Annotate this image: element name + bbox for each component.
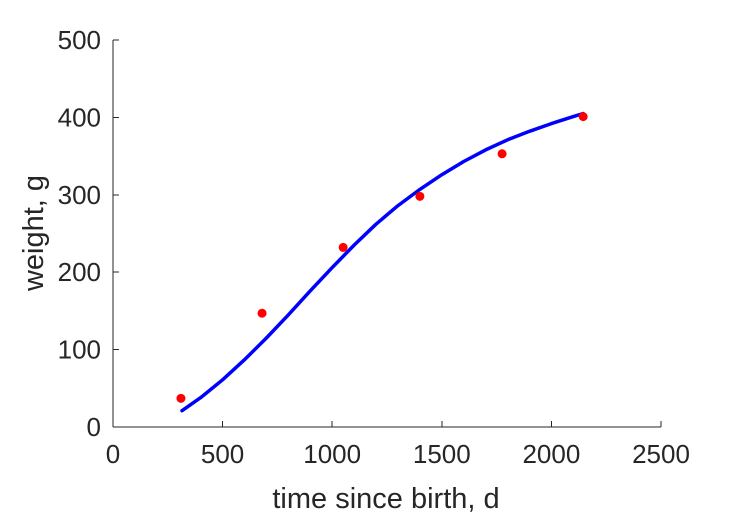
y-tick-label: 200 <box>58 257 101 287</box>
x-axis-label: time since birth, d <box>272 483 499 515</box>
y-tick-label: 0 <box>87 412 101 442</box>
x-tick-label: 1000 <box>303 439 361 469</box>
y-axis-label: weight, g <box>18 175 50 292</box>
data-point <box>176 393 186 403</box>
y-tick-label: 500 <box>58 25 101 55</box>
data-point <box>338 242 348 252</box>
x-tick-label: 1500 <box>413 439 471 469</box>
y-tick-label: 100 <box>58 335 101 365</box>
y-tick-label: 400 <box>58 102 101 132</box>
x-tick-label: 0 <box>106 439 120 469</box>
x-tick-label: 2000 <box>522 439 580 469</box>
data-point <box>415 191 425 201</box>
y-tick-label: 300 <box>58 180 101 210</box>
data-point <box>497 149 507 159</box>
x-axis-ticks: 0 500 1000 1500 2000 2500 <box>106 421 690 469</box>
fit-curve-group <box>180 111 585 413</box>
data-point <box>257 308 267 318</box>
y-axis-ticks: 0 100 200 300 400 500 <box>58 25 119 442</box>
fit-curve <box>180 111 585 413</box>
data-point <box>578 112 588 122</box>
data-points-group <box>176 112 588 403</box>
x-tick-label: 500 <box>201 439 244 469</box>
x-tick-label: 2500 <box>632 439 690 469</box>
